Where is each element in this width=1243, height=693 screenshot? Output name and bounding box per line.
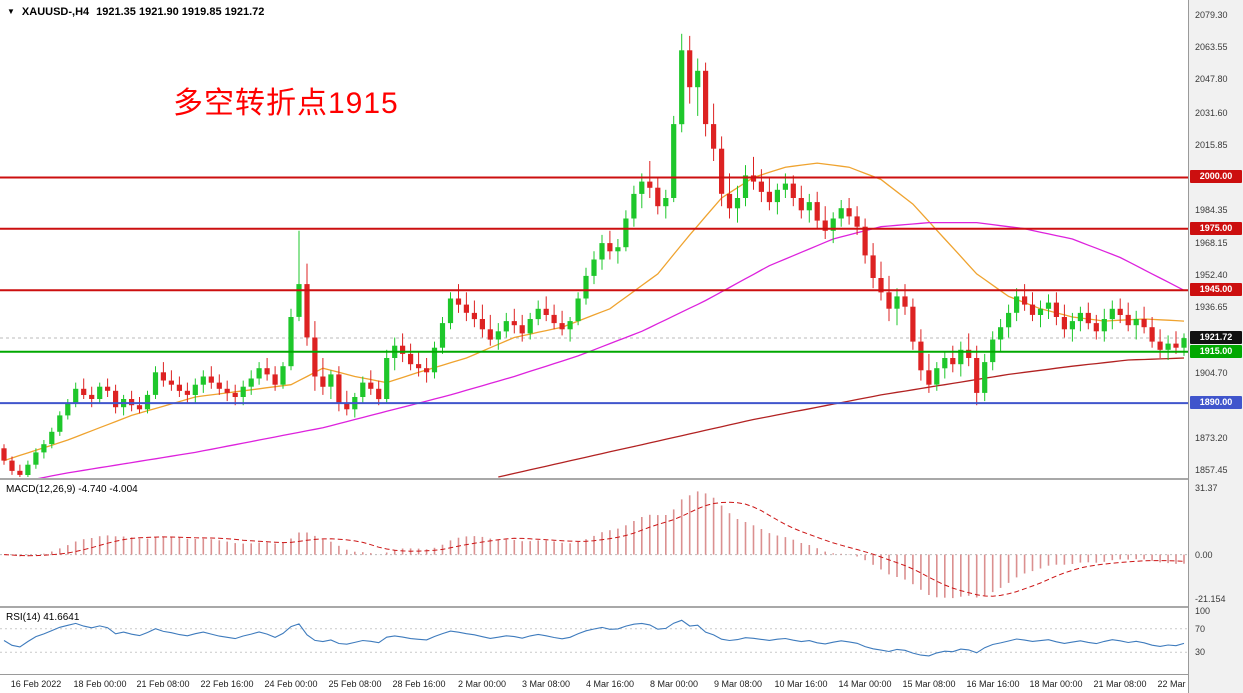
time-axis-divider bbox=[0, 674, 1243, 675]
time-axis-label: 16 Feb 2022 bbox=[10, 679, 62, 689]
panel-divider[interactable] bbox=[0, 478, 1243, 480]
price-scale-macd[interactable]: 31.37 0.00 -21.154 bbox=[1189, 480, 1243, 606]
chart-annotation-text: 多空转折点1915 bbox=[173, 87, 399, 120]
price-axis-label: 1873.20 bbox=[1195, 433, 1228, 443]
panel-divider[interactable] bbox=[0, 606, 1243, 608]
time-axis-label: 21 Mar 08:00 bbox=[1093, 679, 1147, 689]
price-axis-label: 1984.35 bbox=[1195, 205, 1228, 215]
price-axis-label: 1952.40 bbox=[1195, 270, 1228, 280]
macd-signal-line bbox=[3, 501, 1185, 597]
time-axis-label: 18 Feb 00:00 bbox=[73, 679, 127, 689]
time-axis[interactable]: 16 Feb 2022 18 Feb 00:00 21 Feb 08:00 22 Fe… bbox=[0, 675, 1243, 693]
price-axis-label: 1968.15 bbox=[1195, 238, 1228, 248]
price-tag-1975.00: 1975.00 bbox=[1190, 222, 1242, 235]
time-axis-label: 15 Mar 08:00 bbox=[902, 679, 956, 689]
rsi-axis-label: 30 bbox=[1195, 647, 1206, 657]
price-scale-rsi[interactable]: 100 70 30 bbox=[1189, 606, 1243, 674]
macd-axis-label: 0.00 bbox=[1195, 550, 1213, 560]
price-axis-label: 2063.55 bbox=[1195, 42, 1228, 52]
price-axis-label: 2031.60 bbox=[1195, 108, 1228, 118]
time-axis-label: 4 Mar 16:00 bbox=[585, 679, 635, 689]
price-axis-label: 1904.70 bbox=[1195, 368, 1228, 378]
candlestick-chart-canvas[interactable] bbox=[0, 0, 1188, 478]
price-axis-label: 2047.80 bbox=[1195, 74, 1228, 84]
price-scale-main[interactable]: 2079.30 2063.55 2047.80 2031.60 2015.85 1984.… bbox=[1189, 0, 1243, 478]
collapse-arrow-icon[interactable]: ▼ bbox=[7, 7, 15, 16]
ma-mid-magenta bbox=[37, 221, 1185, 478]
ma-slow-darkred bbox=[498, 357, 1185, 478]
price-tag-2000.00: 2000.00 bbox=[1190, 170, 1242, 183]
rsi-axis-label: 70 bbox=[1195, 624, 1206, 634]
time-axis-label: 2 Mar 00:00 bbox=[457, 679, 507, 689]
candlestick-series[interactable] bbox=[1, 33, 1187, 477]
time-axis-label: 16 Mar 16:00 bbox=[966, 679, 1020, 689]
time-axis-label: 18 Mar 00:00 bbox=[1029, 679, 1083, 689]
time-axis-label: 25 Feb 08:00 bbox=[328, 679, 382, 689]
symbol-timeframe-label: XAUUSD-,H4 bbox=[21, 6, 90, 18]
price-axis-label: 1936.65 bbox=[1195, 302, 1228, 312]
rsi-line bbox=[3, 619, 1185, 657]
ma-fast-orange bbox=[3, 162, 1185, 462]
price-tag-1945.00: 1945.00 bbox=[1190, 283, 1242, 296]
macd-indicator-panel[interactable]: MACD(12,26,9) -4.740 -4.004 bbox=[0, 480, 1188, 606]
current-price-tag: 1921.72 bbox=[1190, 331, 1242, 344]
time-axis-label: 24 Feb 00:00 bbox=[264, 679, 318, 689]
rsi-indicator-panel[interactable]: RSI(14) 41.6641 bbox=[0, 608, 1188, 674]
price-axis-label: 2079.30 bbox=[1195, 10, 1228, 20]
macd-axis-label: 31.37 bbox=[1195, 483, 1218, 493]
time-axis-label: 22 Mar 16:00 bbox=[1157, 679, 1211, 689]
time-axis-label: 22 Feb 16:00 bbox=[200, 679, 254, 689]
ohlc-values: 1921.35 1921.90 1919.85 1921.72 bbox=[96, 6, 265, 18]
time-axis-label: 28 Feb 16:00 bbox=[392, 679, 446, 689]
price-scale[interactable]: 2079.30 2063.55 2047.80 2031.60 2015.85 1984.… bbox=[1188, 0, 1243, 693]
price-axis-label: 2015.85 bbox=[1195, 140, 1228, 150]
macd-axis-label: -21.154 bbox=[1195, 594, 1226, 604]
symbol-info: ▼ XAUUSD-,H4 1921.35 1921.90 1919.85 192… bbox=[7, 6, 264, 18]
time-axis-label: 21 Feb 08:00 bbox=[136, 679, 190, 689]
price-tag-1890.00: 1890.00 bbox=[1190, 396, 1242, 409]
macd-title: MACD(12,26,9) -4.740 -4.004 bbox=[6, 484, 138, 495]
price-tag-1915.00: 1915.00 bbox=[1190, 345, 1242, 358]
rsi-canvas[interactable] bbox=[0, 608, 1188, 674]
time-axis-label: 9 Mar 08:00 bbox=[713, 679, 763, 689]
macd-histogram bbox=[11, 491, 1185, 599]
time-axis-label: 3 Mar 08:00 bbox=[521, 679, 571, 689]
rsi-title: RSI(14) 41.6641 bbox=[6, 612, 80, 623]
time-axis-label: 14 Mar 00:00 bbox=[838, 679, 892, 689]
time-axis-label: 10 Mar 16:00 bbox=[774, 679, 828, 689]
price-axis-label: 1857.45 bbox=[1195, 465, 1228, 475]
price-chart-panel[interactable]: ▼ XAUUSD-,H4 1921.35 1921.90 1919.85 192… bbox=[0, 0, 1188, 478]
time-axis-label: 8 Mar 00:00 bbox=[649, 679, 699, 689]
macd-canvas[interactable] bbox=[0, 480, 1188, 606]
rsi-axis-label: 100 bbox=[1195, 606, 1211, 616]
